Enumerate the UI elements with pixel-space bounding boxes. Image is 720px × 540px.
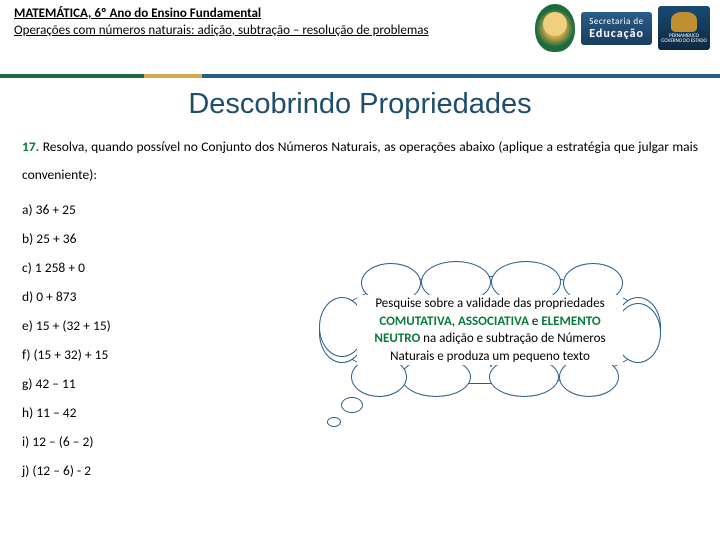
divider-bar	[0, 74, 720, 78]
item-i: i) 12 – (6 – 2)	[22, 428, 698, 455]
divider-green	[0, 74, 144, 78]
header: MATEMÁTICA, 6º Ano do Ensino Fundamental…	[0, 0, 720, 72]
course-title: MATEMÁTICA, 6º Ano do Ensino Fundamental	[14, 6, 429, 23]
seal-icon	[535, 4, 575, 52]
question-text: Resolva, quando possível no Conjunto dos…	[22, 138, 698, 183]
course-subtitle: Operações com números naturais: adição, …	[14, 23, 429, 40]
secretaria-line2: Educação	[589, 27, 644, 41]
state-logo: PERNAMBUCOGOVERNO DO ESTADO	[658, 6, 710, 50]
state-text: PERNAMBUCOGOVERNO DO ESTADO	[661, 34, 707, 44]
callout-cloud: Pesquise sobre a validade das propriedad…	[330, 276, 650, 384]
cloud-shape: Pesquise sobre a validade das propriedad…	[330, 276, 650, 384]
keyword-associativa: ASSOCIATIVA	[458, 314, 529, 329]
callout-text: Pesquise sobre a validade das propriedad…	[357, 295, 623, 365]
header-text: MATEMÁTICA, 6º Ano do Ensino Fundamental…	[14, 6, 429, 40]
callout-post: na adição e subtração de Números Naturai…	[390, 331, 605, 364]
question-intro: 17. Resolva, quando possível no Conjunto…	[22, 133, 698, 190]
item-a: a) 36 + 25	[22, 196, 698, 223]
item-j: j) (12 – 6) - 2	[22, 457, 698, 484]
lion-icon	[671, 12, 697, 32]
item-b: b) 25 + 36	[22, 225, 698, 252]
divider-gold	[144, 74, 202, 78]
secretaria-logo: Secretaria de Educação	[581, 12, 652, 45]
header-logos: Secretaria de Educação PERNAMBUCOGOVERNO…	[535, 4, 710, 52]
secretaria-line1: Secretaria de	[589, 16, 644, 27]
callout-pre: Pesquise sobre a validade das propriedad…	[375, 296, 604, 311]
question-number: 17.	[22, 138, 39, 155]
divider-blue	[202, 74, 720, 78]
keyword-comutativa: COMUTATIVA	[379, 314, 451, 329]
page-title: Descobrindo Propriedades	[0, 88, 720, 121]
callout-mid2: e	[529, 314, 541, 329]
